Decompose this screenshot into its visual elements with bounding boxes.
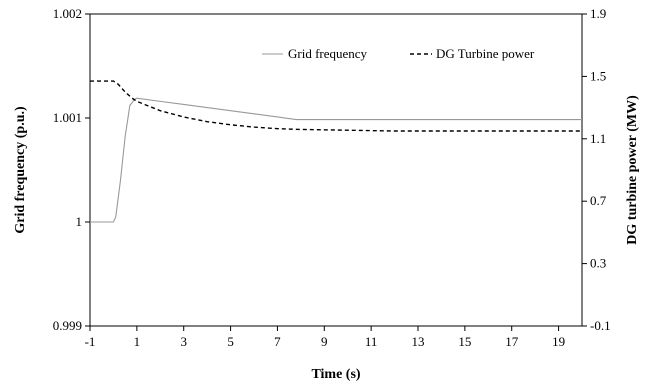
series-line-dg-turbine-power — [90, 80, 582, 132]
x-tick-label: -1 — [85, 334, 96, 349]
left-y-tick-label: 1.002 — [53, 6, 82, 21]
x-tick-label: 17 — [505, 334, 519, 349]
x-tick-label: 19 — [552, 334, 565, 349]
x-tick-label: 11 — [365, 334, 378, 349]
right-y-tick-label: 1.5 — [590, 68, 606, 83]
right-y-tick-label: 0.3 — [590, 256, 606, 271]
x-axis-ticks: -1 1 3 5 7 9 11 13 15 17 19 — [85, 326, 565, 349]
plot-area — [89, 13, 583, 327]
x-tick-label: 7 — [274, 334, 281, 349]
x-tick-label: 13 — [412, 334, 425, 349]
x-tick-label: 3 — [180, 334, 187, 349]
legend: Grid frequency DG Turbine power — [262, 46, 535, 61]
left-y-tick-label: 1.001 — [53, 110, 82, 125]
x-tick-label: 9 — [321, 334, 328, 349]
series-layer — [90, 80, 582, 223]
x-axis-title: Time (s) — [311, 367, 360, 382]
x-tick-label: 5 — [227, 334, 234, 349]
right-y-tick-label: 1.1 — [590, 131, 606, 146]
right-y-tick-label: 1.9 — [590, 6, 606, 21]
right-y-tick-label: 0.7 — [590, 193, 607, 208]
left-y-tick-label: 1 — [76, 214, 83, 229]
legend-label-grid-frequency: Grid frequency — [288, 46, 368, 61]
left-y-tick-label: 0.999 — [53, 318, 82, 333]
right-y-tick-label: -0.1 — [590, 318, 611, 333]
right-y-axis-ticks: -0.1 0.3 0.7 1.1 1.5 1.9 — [582, 6, 611, 333]
x-tick-label: 1 — [134, 334, 141, 349]
legend-label-dg-turbine-power: DG Turbine power — [436, 46, 535, 61]
series-line-grid-frequency — [90, 97, 582, 223]
left-y-axis-title: Grid frequency (p.u.) — [13, 106, 28, 234]
left-y-axis-ticks: 0.999 1 1.001 1.002 — [53, 6, 90, 333]
right-y-axis-title: DG turbine power (MW) — [625, 95, 640, 245]
x-tick-label: 15 — [458, 334, 471, 349]
